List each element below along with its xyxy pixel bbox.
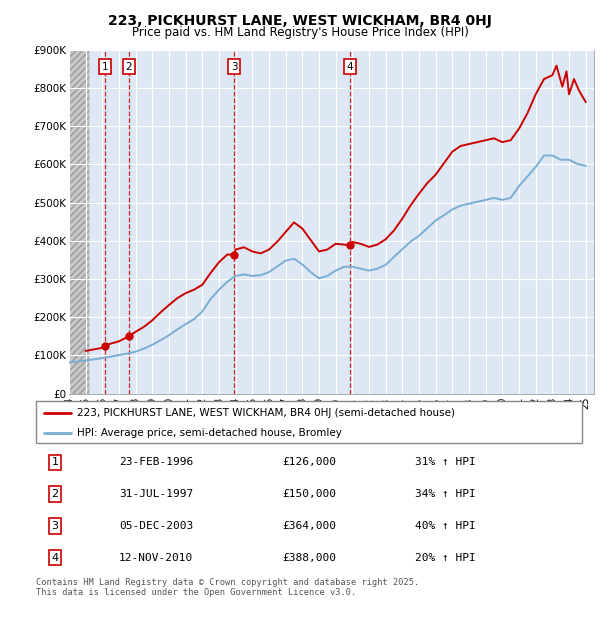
Text: 3: 3 (231, 62, 238, 72)
Text: £126,000: £126,000 (282, 458, 336, 467)
Text: HPI: Average price, semi-detached house, Bromley: HPI: Average price, semi-detached house,… (77, 428, 342, 438)
Bar (69, 50, 89, 394)
Text: 2: 2 (125, 62, 132, 72)
Text: 3: 3 (52, 521, 59, 531)
Text: 2: 2 (52, 489, 59, 499)
Text: 4: 4 (347, 62, 353, 72)
Text: 1: 1 (101, 62, 108, 72)
Text: £150,000: £150,000 (282, 489, 336, 499)
Text: Price paid vs. HM Land Registry's House Price Index (HPI): Price paid vs. HM Land Registry's House … (131, 26, 469, 39)
Text: 223, PICKHURST LANE, WEST WICKHAM, BR4 0HJ: 223, PICKHURST LANE, WEST WICKHAM, BR4 0… (108, 14, 492, 28)
Text: 31-JUL-1997: 31-JUL-1997 (119, 489, 193, 499)
Text: 34% ↑ HPI: 34% ↑ HPI (415, 489, 476, 499)
Text: 23-FEB-1996: 23-FEB-1996 (119, 458, 193, 467)
Text: £388,000: £388,000 (282, 552, 336, 562)
Text: 223, PICKHURST LANE, WEST WICKHAM, BR4 0HJ (semi-detached house): 223, PICKHURST LANE, WEST WICKHAM, BR4 0… (77, 407, 455, 417)
Text: 31% ↑ HPI: 31% ↑ HPI (415, 458, 476, 467)
Bar (69, 50, 89, 394)
Text: 4: 4 (52, 552, 59, 562)
Text: 20% ↑ HPI: 20% ↑ HPI (415, 552, 476, 562)
Text: 1: 1 (52, 458, 59, 467)
Text: 05-DEC-2003: 05-DEC-2003 (119, 521, 193, 531)
Text: £364,000: £364,000 (282, 521, 336, 531)
Text: 40% ↑ HPI: 40% ↑ HPI (415, 521, 476, 531)
Text: Contains HM Land Registry data © Crown copyright and database right 2025.
This d: Contains HM Land Registry data © Crown c… (36, 578, 419, 597)
Text: 12-NOV-2010: 12-NOV-2010 (119, 552, 193, 562)
